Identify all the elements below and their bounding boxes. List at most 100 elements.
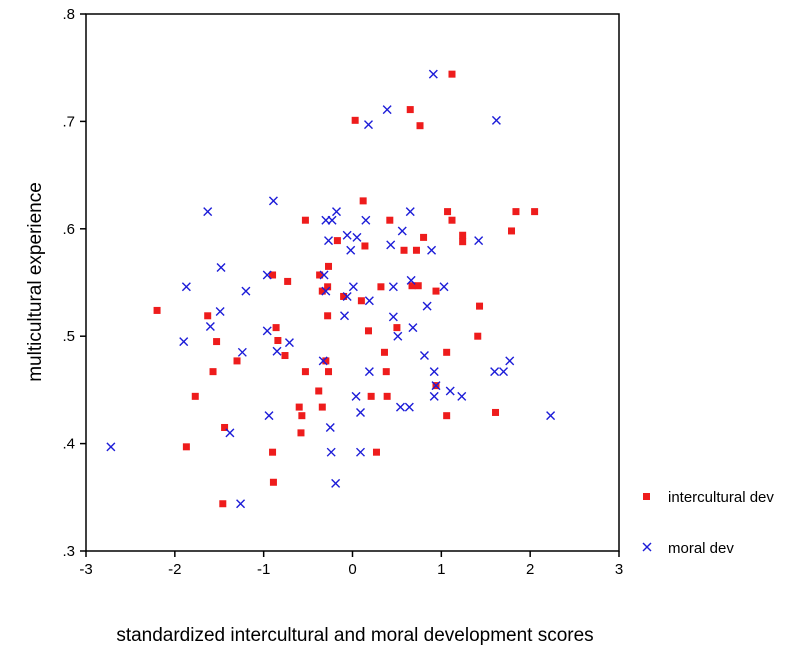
data-point-intercultural — [318, 287, 326, 295]
data-point-intercultural — [406, 106, 414, 114]
data-point-moral — [457, 391, 467, 401]
data-point-intercultural — [322, 357, 330, 365]
data-point-moral — [419, 351, 429, 361]
data-point-moral — [262, 326, 272, 336]
data-point-intercultural — [383, 392, 391, 400]
data-point-intercultural — [351, 116, 359, 124]
data-point-intercultural — [380, 348, 388, 356]
data-point-moral — [352, 232, 362, 242]
data-point-intercultural — [204, 312, 212, 320]
data-points — [106, 69, 556, 509]
data-point-intercultural — [318, 403, 326, 411]
data-point-intercultural — [325, 368, 333, 376]
data-point-intercultural — [182, 443, 190, 451]
data-point-intercultural — [191, 392, 199, 400]
data-point-moral — [439, 282, 449, 292]
data-point-intercultural — [219, 500, 227, 508]
data-point-moral — [237, 347, 247, 357]
data-point-intercultural — [512, 208, 520, 216]
data-point-intercultural — [233, 357, 241, 365]
y-tick-label: .4 — [62, 436, 75, 453]
data-point-moral — [395, 402, 405, 412]
data-point-moral — [364, 367, 374, 377]
data-point-moral — [364, 296, 374, 306]
y-tick-label: .5 — [62, 328, 75, 345]
data-point-intercultural — [295, 403, 303, 411]
data-point-intercultural — [414, 282, 422, 290]
legend-label-intercultural-dev: intercultural dev — [668, 489, 774, 506]
data-point-intercultural — [269, 448, 277, 456]
data-point-moral — [429, 367, 439, 377]
x-axis-title: standardized intercultural and moral dev… — [116, 625, 593, 646]
data-point-moral — [404, 402, 414, 412]
data-point-intercultural — [448, 216, 456, 224]
data-point-intercultural — [420, 233, 428, 241]
y-tick-label: .8 — [62, 6, 75, 23]
data-point-moral — [262, 270, 272, 280]
data-point-intercultural — [324, 283, 332, 291]
data-point-intercultural — [324, 312, 332, 320]
data-point-intercultural — [357, 297, 365, 305]
data-point-intercultural — [386, 216, 394, 224]
data-point-intercultural — [209, 368, 217, 376]
data-point-moral — [216, 262, 226, 272]
data-point-moral — [356, 407, 365, 417]
data-point-intercultural — [316, 271, 324, 279]
data-point-intercultural — [459, 231, 467, 239]
data-point-moral — [340, 311, 349, 321]
data-point-moral — [324, 236, 334, 246]
data-point-moral — [346, 245, 356, 255]
x-tick-label: -1 — [257, 561, 270, 578]
data-point-intercultural — [361, 242, 369, 250]
legend: intercultural dev moral dev — [642, 489, 774, 557]
data-point-moral — [106, 442, 116, 452]
data-point-intercultural — [443, 412, 451, 420]
data-point-moral — [332, 207, 342, 217]
data-point-moral — [225, 428, 235, 438]
data-point-moral — [431, 381, 441, 391]
data-point-intercultural — [412, 246, 420, 254]
data-point-intercultural — [269, 478, 277, 486]
data-point-intercultural — [301, 216, 309, 224]
data-point-moral — [268, 196, 278, 206]
data-point-moral — [382, 105, 392, 115]
data-point-intercultural — [416, 122, 424, 130]
data-point-intercultural — [272, 324, 280, 332]
data-point-moral — [445, 386, 455, 396]
data-point-moral — [179, 337, 189, 347]
data-point-moral — [241, 286, 251, 296]
x-tick-label: -2 — [168, 561, 181, 578]
data-point-moral — [428, 69, 438, 79]
data-point-intercultural — [382, 368, 390, 376]
data-point-moral — [405, 207, 415, 217]
data-point-moral — [361, 215, 371, 225]
data-point-moral — [264, 411, 274, 421]
data-point-moral — [272, 346, 282, 356]
data-point-moral — [505, 356, 515, 366]
data-point-intercultural — [492, 408, 500, 416]
data-point-intercultural — [448, 70, 456, 78]
x-tick-label: 2 — [526, 561, 534, 578]
data-point-intercultural — [474, 332, 482, 340]
plot-frame — [85, 13, 620, 552]
data-point-intercultural — [340, 292, 348, 300]
data-point-intercultural — [377, 283, 385, 291]
data-point-moral — [388, 282, 398, 292]
data-point-moral — [284, 338, 294, 348]
data-point-moral — [490, 367, 500, 377]
data-point-intercultural — [476, 302, 484, 310]
y-tick-label: .7 — [62, 113, 75, 130]
data-point-moral — [408, 323, 418, 333]
data-point-intercultural — [432, 287, 440, 295]
data-point-moral — [342, 230, 352, 240]
data-point-intercultural — [400, 246, 408, 254]
data-point-moral — [321, 286, 331, 296]
legend-label-moral-dev: moral dev — [668, 540, 734, 557]
data-point-intercultural — [359, 197, 367, 205]
y-tick-label: .3 — [62, 543, 75, 560]
y-axis-title: multicultural experience — [25, 182, 46, 382]
data-point-intercultural — [269, 271, 277, 279]
data-point-moral — [393, 331, 403, 341]
data-point-intercultural — [408, 282, 416, 290]
